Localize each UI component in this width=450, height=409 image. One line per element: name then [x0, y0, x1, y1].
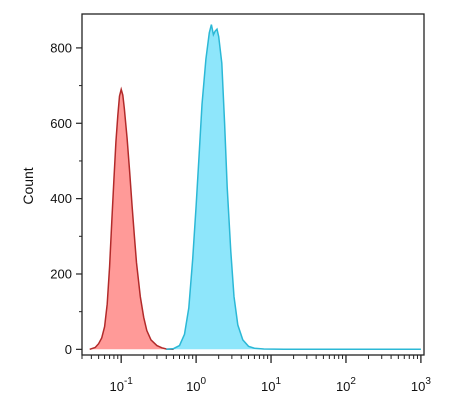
- plot-frame: [81, 13, 425, 356]
- x-tick-label: 102: [336, 376, 356, 394]
- y-tick-label: 0: [65, 342, 72, 357]
- series-0-area: [89, 89, 174, 350]
- series-1-area: [166, 24, 421, 350]
- x-tick-label: 100: [186, 376, 206, 394]
- series-layer: [89, 24, 421, 351]
- y-tick-label: 200: [50, 266, 72, 281]
- series-1-line: [166, 24, 421, 351]
- series-0-line: [89, 86, 174, 351]
- x-tick-label: 103: [411, 376, 431, 394]
- y-tick-label: 600: [50, 116, 72, 131]
- x-tick-label: 101: [261, 376, 281, 394]
- x-tick-label: 10-1: [109, 376, 133, 394]
- y-tick-label: 800: [50, 40, 72, 55]
- y-axis-title: Count: [20, 167, 36, 204]
- axis-layer: 0 200 400 600 800 10-1 100 101 102 103: [50, 40, 431, 394]
- y-tick-label: 400: [50, 191, 72, 206]
